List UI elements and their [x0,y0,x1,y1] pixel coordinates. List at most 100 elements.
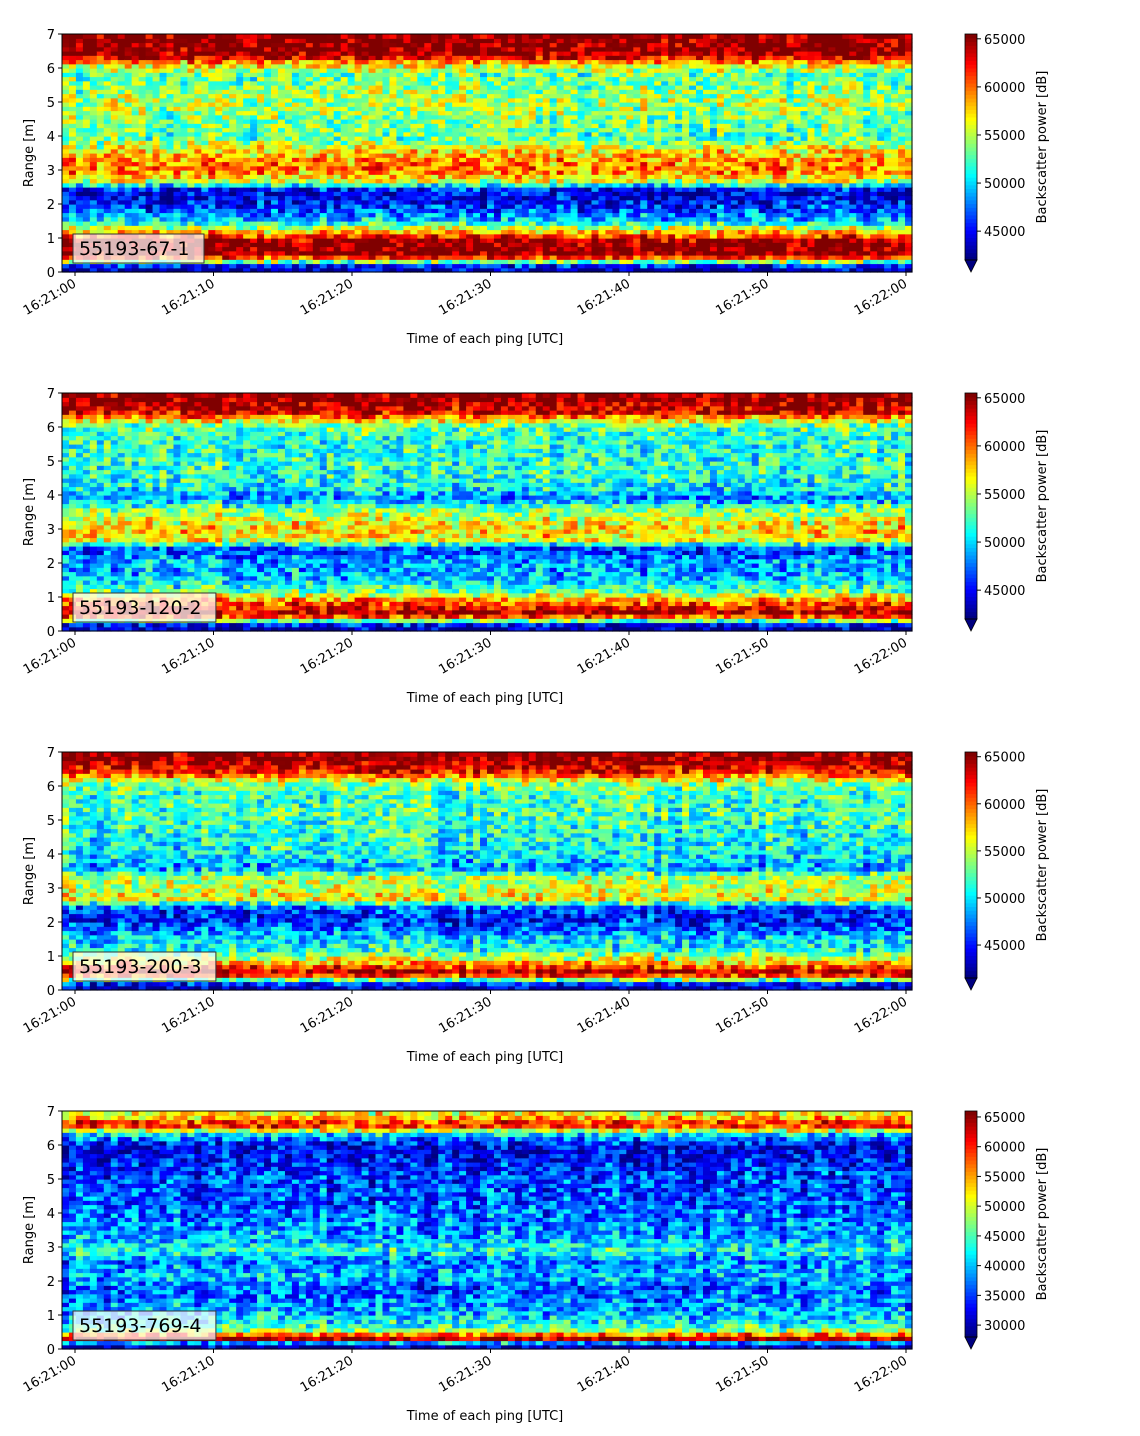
x-tick-label: 16:21:00 [21,276,79,318]
y-tick-label: 6 [47,62,55,77]
y-tick-label: 2 [47,916,55,931]
colorbar-tick-label: 55000 [984,129,1025,144]
sensor-tag: 55193-769-4 [73,1311,216,1340]
y-tick-label: 5 [47,1173,55,1188]
x-tick-label: 16:21:20 [298,635,356,677]
colorbar-title: Backscatter power [dB] [1035,430,1050,583]
colorbar-tick-label: 30000 [984,1319,1025,1334]
colorbar-tick-label: 45000 [984,584,1025,599]
y-tick-label: 4 [47,1207,55,1222]
y-tick-label: 6 [47,780,55,795]
y-tick-label: 0 [47,984,55,999]
y-tick-label: 0 [47,1343,55,1358]
colorbar-tick-label: 50000 [984,1200,1025,1215]
y-axis-title: Range [m] [22,837,37,905]
colorbar: 45000 50000 55000 60000 65000 Backscatter pow… [965,33,1050,272]
y-tick-label: 7 [47,1105,55,1120]
y-tick-label: 2 [47,1275,55,1290]
colorbar-tick-label: 40000 [984,1260,1025,1275]
colorbar-extend-arrow [965,1337,977,1349]
x-tick-label: 16:21:00 [21,635,79,677]
x-tick-label: 16:21:10 [159,635,217,677]
colorbar-tick-label: 65000 [984,392,1025,407]
y-tick-label: 7 [47,746,55,761]
colorbar-tick-label: 55000 [984,488,1025,503]
x-tick-label: 16:21:30 [436,994,494,1036]
colorbar-tick-label: 55000 [984,845,1025,860]
colorbar-extend-arrow [965,260,977,272]
x-tick-label: 16:21:50 [713,635,771,677]
colorbar-tick-label: 50000 [984,892,1025,907]
colorbar-tick-label: 65000 [984,751,1025,766]
y-tick-label: 5 [47,455,55,470]
x-tick-label: 16:21:00 [21,994,79,1036]
x-tick-label: 16:21:50 [713,1353,771,1395]
x-tick-label: 16:21:10 [159,276,217,318]
x-axis-title: Time of each ping [UTC] [406,332,564,347]
sensor-tag-label: 55193-200-3 [79,956,202,978]
colorbar-tick-label: 45000 [984,225,1025,240]
colorbar-tick-label: 45000 [984,939,1025,954]
y-tick-label: 4 [47,489,55,504]
colorbar-tick-label: 55000 [984,1170,1025,1185]
y-tick-label: 0 [47,266,55,281]
y-tick-label: 7 [47,387,55,402]
y-axis-title: Range [m] [22,1196,37,1264]
sensor-tag-label: 55193-120-2 [79,597,202,619]
y-tick-label: 4 [47,130,55,145]
y-tick-label: 5 [47,96,55,111]
colorbar-tick-label: 50000 [984,177,1025,192]
x-tick-label: 16:21:40 [575,276,633,318]
x-axis-title: Time of each ping [UTC] [406,1409,564,1424]
x-tick-label: 16:21:20 [298,1353,356,1395]
colorbar-tick-label: 45000 [984,1230,1025,1245]
colorbar-tick-label: 60000 [984,1141,1025,1156]
colorbar-title: Backscatter power [dB] [1035,789,1050,942]
x-tick-label: 16:22:00 [852,1353,910,1395]
x-tick-label: 16:21:30 [436,635,494,677]
y-tick-label: 5 [47,814,55,829]
x-tick-label: 16:21:40 [575,994,633,1036]
y-axis-title: Range [m] [22,119,37,187]
sensor-tag: 55193-120-2 [73,593,216,622]
x-tick-label: 16:22:00 [852,635,910,677]
sensor-tag: 55193-67-1 [73,234,204,263]
colorbar-tick-label: 50000 [984,536,1025,551]
y-tick-label: 2 [47,198,55,213]
y-tick-label: 2 [47,557,55,572]
colorbar-extend-arrow [965,619,977,631]
x-tick-label: 16:21:50 [713,276,771,318]
x-axis-title: Time of each ping [UTC] [406,691,564,706]
y-tick-label: 6 [47,1139,55,1154]
x-axis-title: Time of each ping [UTC] [406,1050,564,1065]
y-tick-label: 3 [47,1241,55,1256]
y-tick-label: 0 [47,625,55,640]
sensor-tag: 55193-200-3 [73,952,216,981]
y-tick-label: 1 [47,950,55,965]
y-tick-label: 1 [47,232,55,247]
colorbar-title: Backscatter power [dB] [1035,71,1050,224]
colorbar: 3000035000400004500050000550006000065000… [965,1111,1050,1349]
x-tick-label: 16:21:40 [575,635,633,677]
y-tick-label: 3 [47,523,55,538]
y-tick-label: 4 [47,848,55,863]
y-tick-label: 3 [47,882,55,897]
x-tick-label: 16:22:00 [852,994,910,1036]
sensor-tag-label: 55193-769-4 [79,1315,202,1337]
x-tick-label: 16:21:30 [436,276,494,318]
y-tick-label: 3 [47,164,55,179]
x-tick-label: 16:21:50 [713,994,771,1036]
x-tick-label: 16:21:30 [436,1353,494,1395]
colorbar-extend-arrow [965,978,977,990]
y-tick-label: 1 [47,1309,55,1324]
x-tick-label: 16:21:00 [21,1353,79,1395]
colorbar-tick-label: 65000 [984,33,1025,48]
colorbar-tick-label: 60000 [984,81,1025,96]
x-tick-label: 16:22:00 [852,276,910,318]
